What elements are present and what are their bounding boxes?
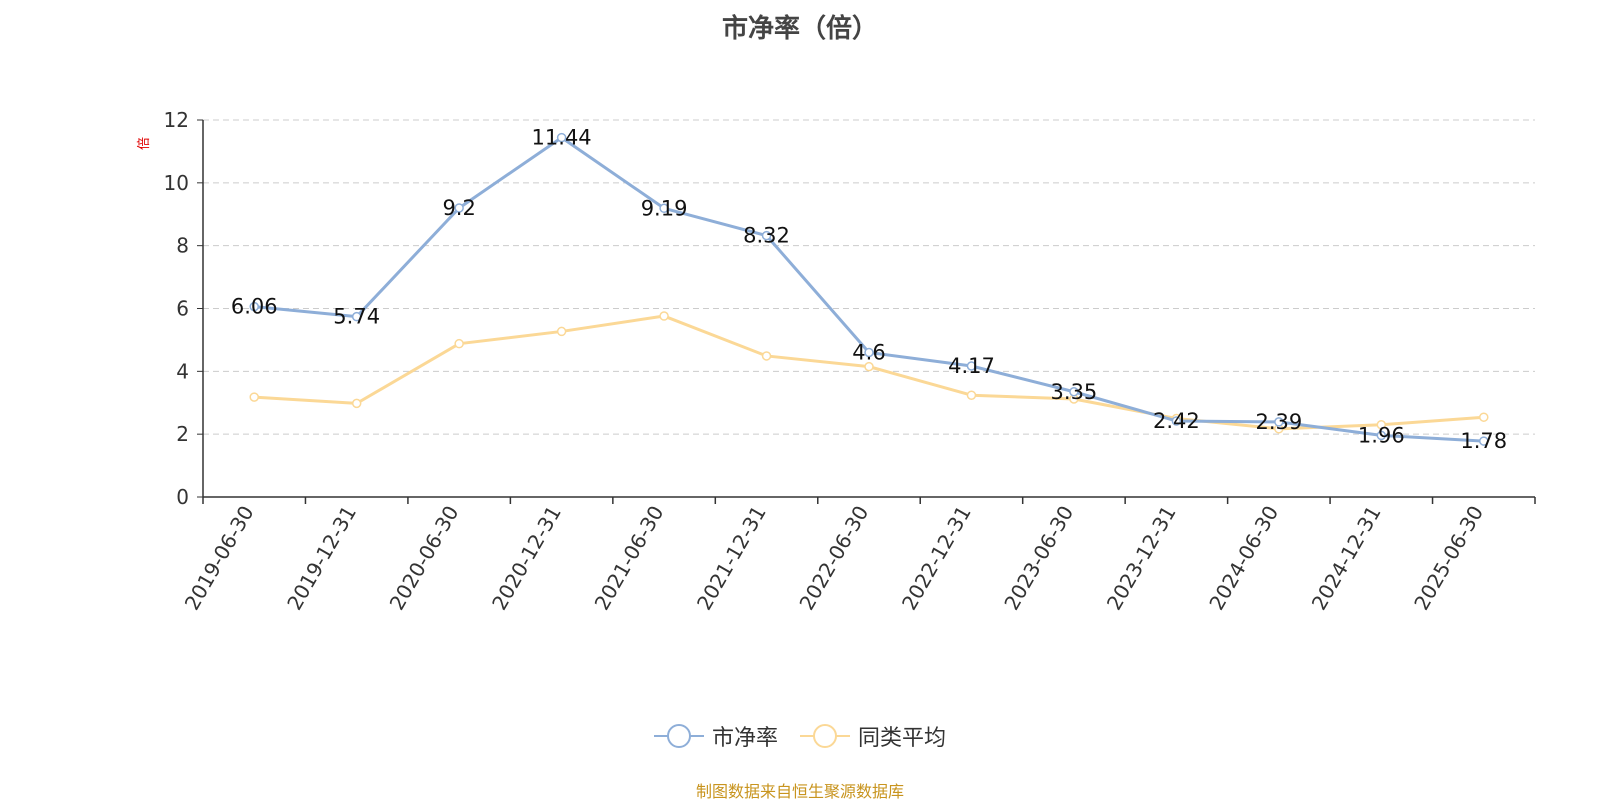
series-2-point: [454, 338, 464, 349]
y-tick-label: 8: [176, 234, 189, 258]
y-tick-label: 10: [164, 171, 189, 195]
series-2-point: [864, 361, 874, 372]
series-2-point: [556, 326, 567, 337]
series-2-point: [659, 311, 669, 321]
legend-item-series-1[interactable]: 市净率: [653, 720, 778, 752]
x-tick-label: 2023-12-31: [1102, 502, 1181, 615]
y-tick-label: 12: [164, 108, 189, 132]
data-label: 2.42: [1153, 409, 1200, 433]
legend-marker-series-1: [653, 724, 704, 748]
y-tick-label: 0: [176, 485, 189, 509]
series-1-point: [556, 132, 567, 143]
series-1-point: [761, 230, 772, 241]
series-1-point: [659, 203, 669, 214]
data-source-note: 制图数据来自恒生聚源数据库: [695, 782, 904, 801]
chart-title: 市净率（倍）: [721, 14, 878, 44]
y-tick-label: 4: [176, 359, 189, 383]
x-tick-label: 2019-12-31: [282, 502, 361, 615]
data-label: 5.74: [333, 305, 380, 329]
legend-marker-series-2: [800, 724, 850, 748]
x-tick-label: 2021-06-30: [590, 502, 669, 615]
data-label: 2.39: [1255, 410, 1302, 434]
x-tick-label: 2024-06-30: [1204, 502, 1283, 615]
series-2-point: [351, 398, 362, 409]
series-1-point: [1069, 387, 1079, 397]
series-2-point: [966, 390, 977, 400]
legend-label-series-2: 同类平均: [858, 726, 947, 751]
data-label: 9.19: [641, 196, 688, 220]
x-tick-label: 2020-12-31: [487, 502, 566, 615]
x-tick-label: 2021-12-31: [692, 502, 771, 615]
data-label: 4.17: [948, 354, 995, 378]
data-label: 6.06: [231, 295, 278, 319]
x-tick-label: 2020-06-30: [385, 501, 464, 614]
x-tick-label: 2025-06-30: [1409, 502, 1488, 615]
x-tick-label: 2023-06-30: [999, 502, 1078, 615]
series-2-point: [1479, 412, 1489, 422]
series-1-point: [1376, 430, 1387, 441]
data-label: 1.96: [1358, 423, 1405, 447]
series-1-point: [966, 361, 977, 371]
legend-label-series-1: 市净率: [711, 726, 778, 751]
series-2-point: [1376, 419, 1387, 430]
y-tick-label: 2: [176, 422, 189, 446]
data-label: 9.2: [442, 196, 475, 220]
x-tick-label: 2019-06-30: [180, 502, 259, 615]
series-2-point: [761, 351, 772, 361]
series-1-point: [1479, 436, 1489, 446]
series-1-point: [1171, 416, 1182, 426]
data-label: 8.32: [743, 224, 790, 248]
legend: 市净率 同类平均: [0, 720, 1600, 752]
x-tick-label: 2024-12-31: [1307, 502, 1386, 615]
data-label: 3.35: [1051, 380, 1098, 404]
legend-item-series-2[interactable]: 同类平均: [800, 720, 946, 752]
y-tick-label: 6: [176, 297, 189, 321]
x-tick-label: 2022-12-31: [897, 502, 976, 615]
series-1-point: [864, 347, 874, 358]
series-1-point: [454, 203, 464, 213]
series-1-point: [1274, 417, 1284, 427]
series-1-point: [249, 301, 259, 312]
series-2-point: [249, 392, 259, 402]
x-tick-label: 2022-06-30: [794, 502, 873, 615]
series-1-point: [351, 311, 362, 322]
data-label: 1.78: [1460, 429, 1507, 453]
data-label: 4.6: [852, 340, 885, 364]
data-label: 11.44: [532, 126, 592, 150]
